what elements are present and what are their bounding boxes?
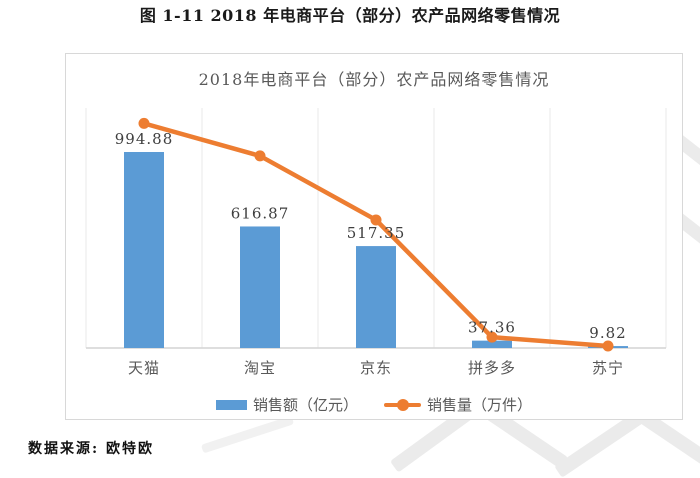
bar-2 — [240, 226, 280, 348]
watermark-stroke — [200, 415, 295, 454]
bar-4 — [472, 340, 512, 348]
x-axis-label-1: 天猫 — [128, 359, 160, 377]
bar-3 — [356, 246, 396, 348]
x-axis-label-4: 拼多多 — [468, 359, 516, 377]
bar-value-label: 37.36 — [468, 319, 516, 337]
watermark-stroke — [639, 411, 700, 475]
line-marker-dot — [397, 398, 409, 411]
bar-1 — [124, 152, 164, 348]
legend-label-sales: 销售额（亿元） — [252, 396, 358, 414]
x-axis-label-5: 苏宁 — [592, 359, 624, 377]
line-point-1 — [138, 117, 150, 129]
legend-item-sales: 销售额（亿元） — [215, 394, 358, 415]
data-source: 数据来源: 欧特欧 — [28, 441, 155, 457]
line-point-3 — [370, 214, 382, 226]
chart-panel: 2018年电商平台（部分）农产品网络零售情况 994.88 616.87 517.3… — [65, 53, 683, 420]
bar-value-label: 9.82 — [589, 324, 626, 342]
line-point-5 — [602, 340, 614, 352]
legend-label-volume: 销售量（万件） — [427, 396, 533, 414]
legend-item-volume: 销售量（万件） — [384, 394, 532, 415]
bar-value-label: 994.88 — [115, 130, 174, 148]
bar-series-swatch — [215, 399, 247, 410]
chart-title: 2018年电商平台（部分）农产品网络零售情况 — [198, 70, 550, 89]
x-axis-label-2: 淘宝 — [244, 359, 276, 377]
combo-chart: 994.88 616.87 517.35 37.36 9.82 天猫 淘宝 京东 拼多多 苏宁 — [85, 108, 667, 377]
bar-value-label: 517.35 — [347, 224, 406, 242]
line-series-swatch — [384, 398, 421, 411]
bar-value-label: 616.87 — [231, 204, 290, 222]
line-point-4 — [486, 331, 498, 343]
chart-legend: 销售额（亿元） 销售量（万件） — [66, 394, 682, 415]
line-point-2 — [254, 150, 266, 162]
x-axis-label-3: 京东 — [360, 359, 392, 377]
page-title: 图 1-11 2018 年电商平台（部分）农产品网络零售情况 — [139, 6, 561, 25]
